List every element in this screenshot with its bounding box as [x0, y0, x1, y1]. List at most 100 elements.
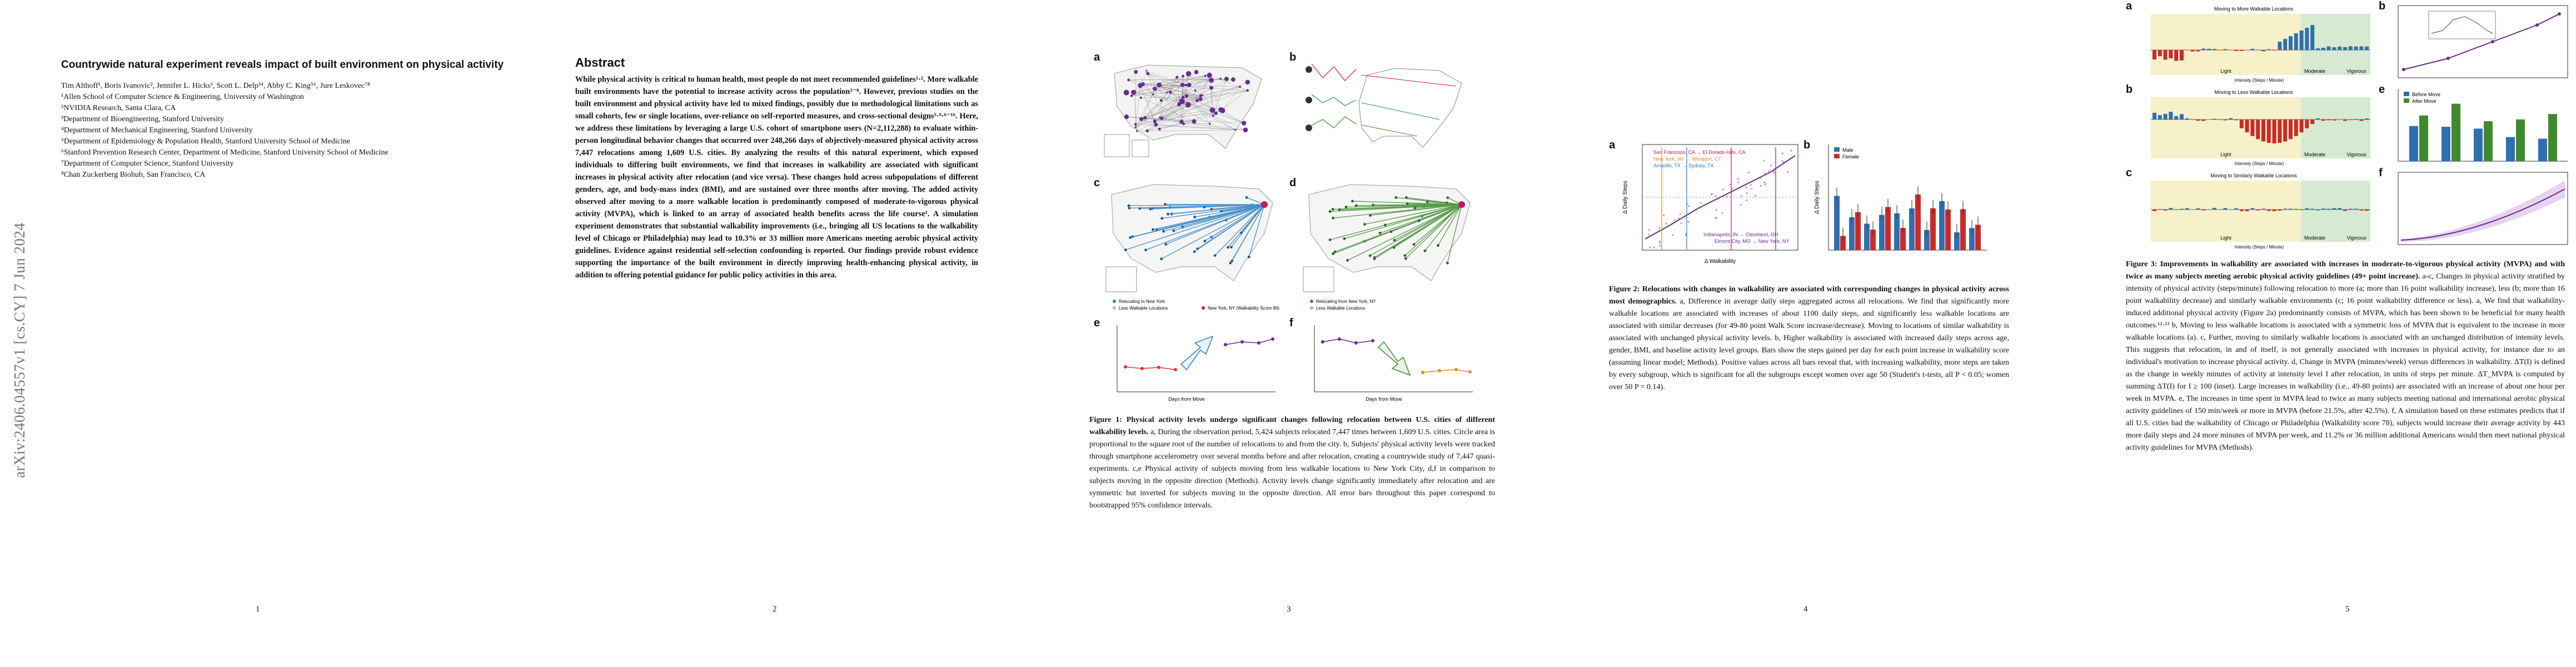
origin-dot — [1354, 204, 1358, 207]
intensity-bar — [2163, 210, 2168, 211]
city-dot — [1187, 82, 1192, 87]
city-dot — [1246, 89, 1249, 92]
origin-dot — [1226, 246, 1230, 249]
scatter-point — [1751, 188, 1753, 190]
intensity-bar — [2256, 120, 2260, 140]
simulation-curve — [2398, 172, 2568, 245]
route-line — [1232, 204, 1265, 261]
intensity-bar — [2234, 50, 2238, 51]
intensity-bar — [2343, 210, 2347, 211]
scatter-point — [1763, 160, 1765, 162]
origin-dot — [1394, 196, 1398, 200]
city-dot — [1184, 94, 1189, 98]
x-label-a: Intensity (Steps / Minute) — [2235, 78, 2284, 83]
intensity-bar — [2212, 208, 2216, 210]
bar-female — [1855, 212, 1861, 250]
intensity-bar — [2266, 120, 2271, 143]
intensity-more-walkable: Moving to More Walkable Locations Light … — [2151, 6, 2370, 83]
scatter-point — [1715, 209, 1718, 211]
relocation-line — [1141, 80, 1212, 120]
map-to-nyc: Relocating to New York Less Walkable Loc… — [1105, 184, 1279, 311]
intensity-bar — [2294, 120, 2298, 136]
intensity-bar — [2348, 46, 2353, 50]
origin-dot — [1423, 249, 1427, 252]
origin-dot — [1144, 248, 1148, 252]
intensity-bar — [2190, 50, 2195, 52]
annot-1: San Francisco, CA → El Dorado Hills, CA — [1653, 150, 1746, 155]
city-dot — [1207, 72, 1212, 78]
legend-male: Male — [1842, 147, 1853, 153]
city-dot — [1135, 130, 1138, 132]
city-dot — [1139, 117, 1144, 121]
relocation-line — [1202, 75, 1210, 96]
intensity-bar — [2218, 119, 2222, 120]
origin-dot — [1426, 200, 1429, 203]
intensity-bar — [2272, 210, 2276, 211]
intensity-bar — [2169, 112, 2173, 120]
relocation-line — [1154, 88, 1235, 130]
mvpa-vs-walkability — [2398, 5, 2568, 78]
origin-dot — [1403, 254, 1407, 257]
page-number: 5 — [2345, 605, 2350, 614]
relocation-map — [1104, 64, 1262, 157]
relocation-line — [1141, 104, 1179, 120]
city-dot — [1214, 111, 1218, 115]
scatter-point — [1688, 205, 1690, 207]
intensity-bar — [2305, 28, 2309, 50]
origin-dot — [1203, 239, 1207, 243]
intensity-bar — [2185, 208, 2189, 210]
annot-2: New York, NY → Westport, CT — [1653, 156, 1722, 162]
relocation-line — [1146, 70, 1186, 86]
route-line — [1125, 204, 1265, 251]
scatter-point — [1786, 171, 1789, 173]
bar-male — [1864, 223, 1870, 250]
relocation-line — [1195, 91, 1223, 111]
intensity-bar — [2261, 120, 2265, 142]
intensity-bar — [2169, 50, 2173, 58]
bar-after — [2484, 121, 2493, 161]
intensity-bar — [2294, 33, 2298, 50]
intensity-bar — [2234, 208, 2238, 210]
city-dot — [1165, 91, 1168, 93]
scatter-point — [1746, 192, 1748, 194]
scatter-point — [1715, 195, 1717, 197]
intensity-bar — [2305, 208, 2309, 210]
intensity-bar — [2289, 36, 2293, 50]
intensity-bar — [2256, 49, 2260, 50]
intensity-bar — [2239, 50, 2244, 51]
city-dot — [1209, 86, 1214, 90]
relocation-line — [1148, 73, 1182, 122]
f-xlabel: Days from Move — [1366, 396, 1402, 402]
route-line — [1145, 204, 1265, 251]
intensity-bar — [2299, 120, 2304, 133]
bar-female — [1840, 236, 1846, 250]
annot-4: Indianapolis, IN → Cleveland, OH — [1703, 232, 1778, 237]
relocation-line — [1147, 86, 1240, 131]
route-line — [1394, 204, 1462, 241]
relocation-line — [1182, 84, 1210, 124]
map-d-legend-1: Relocating from New York, NY — [1316, 299, 1376, 304]
scatter-point — [1721, 212, 1723, 214]
legend-after: After Move — [2412, 98, 2437, 104]
bar-female — [1960, 209, 1966, 250]
scatter-point — [1770, 165, 1772, 167]
intensity-bar — [2250, 120, 2255, 136]
intensity-bar — [2272, 50, 2276, 51]
origin-dot — [1404, 257, 1408, 260]
e-xlabel: Days from Move — [1168, 396, 1205, 402]
relocation-line — [1145, 95, 1203, 118]
scatter-point — [1726, 195, 1728, 198]
intensity-bar — [2365, 210, 2369, 211]
bar-male — [1924, 230, 1930, 250]
map-from-nyc: Relocating from New York, NY Less Walkab… — [1303, 184, 1471, 311]
walkability-vs-steps-scatter: San Francisco, CA → El Dorado Hills, CA … — [1622, 144, 1798, 265]
page-1: Countrywide natural experiment reveals i… — [50, 0, 522, 667]
route-line — [1339, 204, 1462, 210]
map-c-legend-2: Less Walkable Locations — [1119, 306, 1168, 311]
city-dot — [1124, 115, 1129, 120]
intensity-bar — [2266, 49, 2271, 50]
scatter-point — [1687, 221, 1690, 223]
intensity-bar — [2190, 119, 2195, 120]
row-c-title: Moving to Similarly Walkable Locations — [2210, 173, 2297, 178]
city-dot — [1192, 119, 1197, 124]
